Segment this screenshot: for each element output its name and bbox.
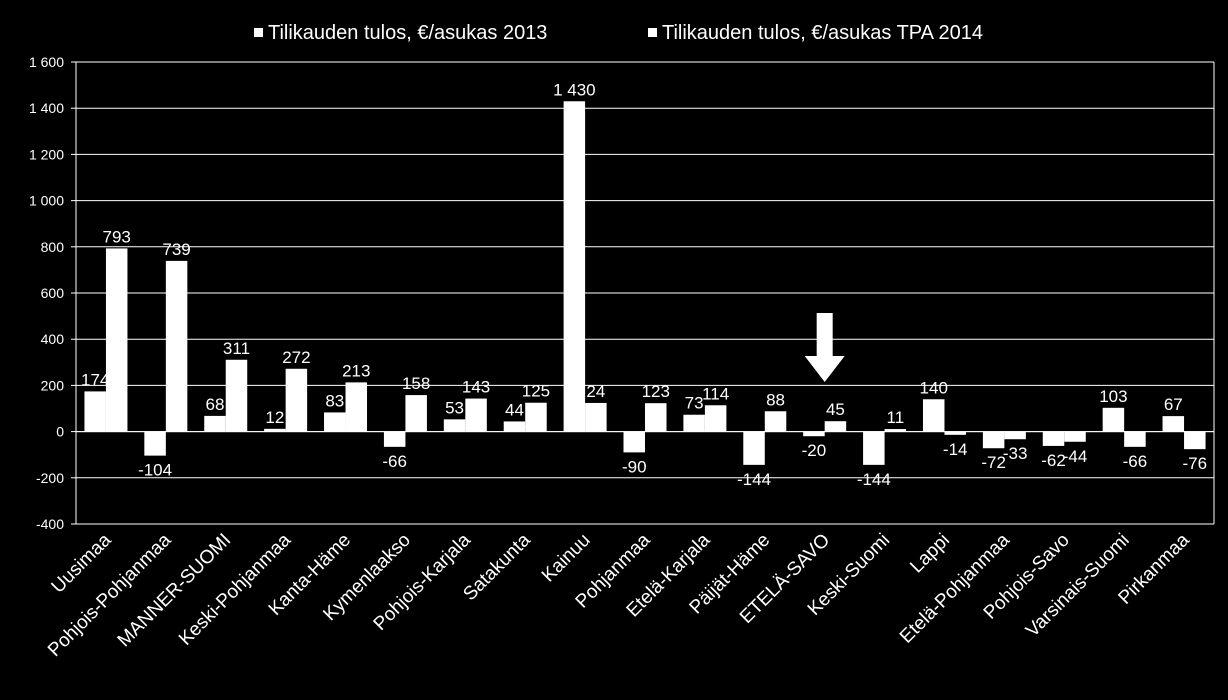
data-label: 213 bbox=[342, 361, 370, 380]
data-label: 45 bbox=[826, 400, 845, 419]
data-label: -20 bbox=[802, 441, 827, 460]
bar-2013 bbox=[1042, 431, 1065, 446]
data-label: 68 bbox=[206, 395, 225, 414]
data-label: -104 bbox=[138, 461, 172, 480]
data-label: 123 bbox=[642, 382, 670, 401]
bar-2014 bbox=[1124, 431, 1146, 447]
bar-2013 bbox=[743, 431, 765, 465]
bar-2013 bbox=[563, 101, 586, 432]
data-label: 67 bbox=[1164, 395, 1183, 414]
data-label: -144 bbox=[857, 470, 891, 489]
bar-2013 bbox=[324, 412, 346, 432]
y-tick-label: 1 600 bbox=[29, 54, 64, 70]
y-tick-label: -400 bbox=[36, 516, 64, 532]
down-arrow-icon bbox=[804, 313, 845, 382]
bar-2014 bbox=[884, 429, 907, 432]
bar-2013 bbox=[1162, 416, 1185, 432]
bar-2014 bbox=[585, 402, 607, 432]
bar-2014 bbox=[824, 421, 847, 432]
legend-swatch-2013 bbox=[254, 28, 263, 37]
data-label: -90 bbox=[622, 457, 647, 476]
data-label: 83 bbox=[325, 391, 344, 410]
bar-2014 bbox=[345, 382, 368, 432]
data-label: 272 bbox=[282, 348, 310, 367]
y-tick-label: 600 bbox=[41, 285, 65, 301]
data-label: 11 bbox=[887, 408, 905, 427]
bar-2013 bbox=[863, 431, 885, 465]
bar-2013 bbox=[982, 431, 1005, 449]
y-tick-label: 1 200 bbox=[29, 146, 64, 162]
data-label: 793 bbox=[103, 227, 131, 246]
bar-2013 bbox=[443, 419, 466, 432]
data-label: -72 bbox=[981, 453, 1006, 472]
bar-2014 bbox=[704, 405, 727, 432]
data-label: 73 bbox=[685, 394, 704, 413]
bar-2014 bbox=[105, 248, 128, 432]
data-label: 103 bbox=[1099, 387, 1127, 406]
bar-2013 bbox=[1102, 407, 1125, 432]
bar-2013 bbox=[623, 431, 645, 453]
bar-2014 bbox=[225, 359, 248, 432]
data-label: 12 bbox=[265, 408, 284, 427]
data-label: 44 bbox=[505, 400, 524, 419]
data-label: -33 bbox=[1003, 444, 1028, 463]
data-label: -44 bbox=[1063, 447, 1088, 466]
bars bbox=[84, 101, 1206, 465]
data-label: -14 bbox=[943, 440, 968, 459]
bar-2014 bbox=[1184, 431, 1206, 450]
data-label: 739 bbox=[162, 240, 190, 259]
y-tick-label: 800 bbox=[41, 239, 65, 255]
bar-2014 bbox=[944, 431, 966, 435]
data-label: 311 bbox=[223, 339, 250, 358]
data-label: -144 bbox=[737, 470, 771, 489]
bar-2014 bbox=[525, 402, 547, 432]
y-tick-label: 1 400 bbox=[29, 100, 64, 116]
bar-2013 bbox=[204, 415, 226, 432]
highlight-arrow bbox=[804, 313, 845, 382]
data-label: 88 bbox=[766, 390, 785, 409]
bar-2013 bbox=[383, 431, 406, 447]
y-tick-label: -200 bbox=[36, 470, 64, 486]
legend: Tilikauden tulos, €/asukas 2013 Tilikaud… bbox=[254, 22, 983, 44]
bar-2013 bbox=[503, 421, 526, 432]
y-tick-label: 0 bbox=[56, 424, 64, 440]
bar-2014 bbox=[405, 395, 427, 432]
bar-2014 bbox=[764, 411, 787, 432]
y-axis: -400 -200 0 200 400 600 800 1 000 1 200 1 400 1 60… bbox=[29, 54, 1215, 532]
data-label: 140 bbox=[920, 378, 948, 397]
bar-2013 bbox=[803, 431, 825, 437]
data-label: 114 bbox=[702, 384, 729, 403]
bar-2014 bbox=[1064, 431, 1086, 442]
bar-2013 bbox=[683, 414, 705, 432]
y-tick-label: 400 bbox=[41, 331, 65, 347]
bar-2014 bbox=[1004, 431, 1026, 440]
bar-2013 bbox=[922, 399, 945, 432]
bar-2014 bbox=[285, 368, 308, 432]
data-label: 143 bbox=[462, 378, 490, 397]
y-tick-label: 1 000 bbox=[29, 193, 64, 209]
legend-swatch-2014 bbox=[648, 28, 657, 37]
bar-2013 bbox=[144, 431, 166, 456]
y-tick-label: 200 bbox=[41, 377, 65, 393]
bar-2014 bbox=[165, 260, 188, 432]
data-label: -76 bbox=[1183, 454, 1208, 473]
bar-2014 bbox=[465, 398, 487, 432]
data-label: 125 bbox=[522, 382, 550, 401]
data-label: -66 bbox=[1123, 452, 1148, 471]
data-label: 1 430 bbox=[553, 80, 596, 99]
bar-2013 bbox=[84, 391, 106, 432]
legend-label-2013: Tilikauden tulos, €/asukas 2013 bbox=[268, 22, 547, 44]
data-label: 24 bbox=[586, 382, 605, 401]
data-label: -66 bbox=[382, 452, 407, 471]
bar-2014 bbox=[645, 403, 667, 432]
data-label: -62 bbox=[1041, 451, 1066, 470]
bar-2013 bbox=[264, 428, 286, 432]
data-label: 158 bbox=[402, 374, 430, 393]
legend-label-2014: Tilikauden tulos, €/asukas TPA 2014 bbox=[662, 22, 983, 44]
data-label: 53 bbox=[445, 398, 464, 417]
data-label: 174 bbox=[81, 370, 109, 389]
